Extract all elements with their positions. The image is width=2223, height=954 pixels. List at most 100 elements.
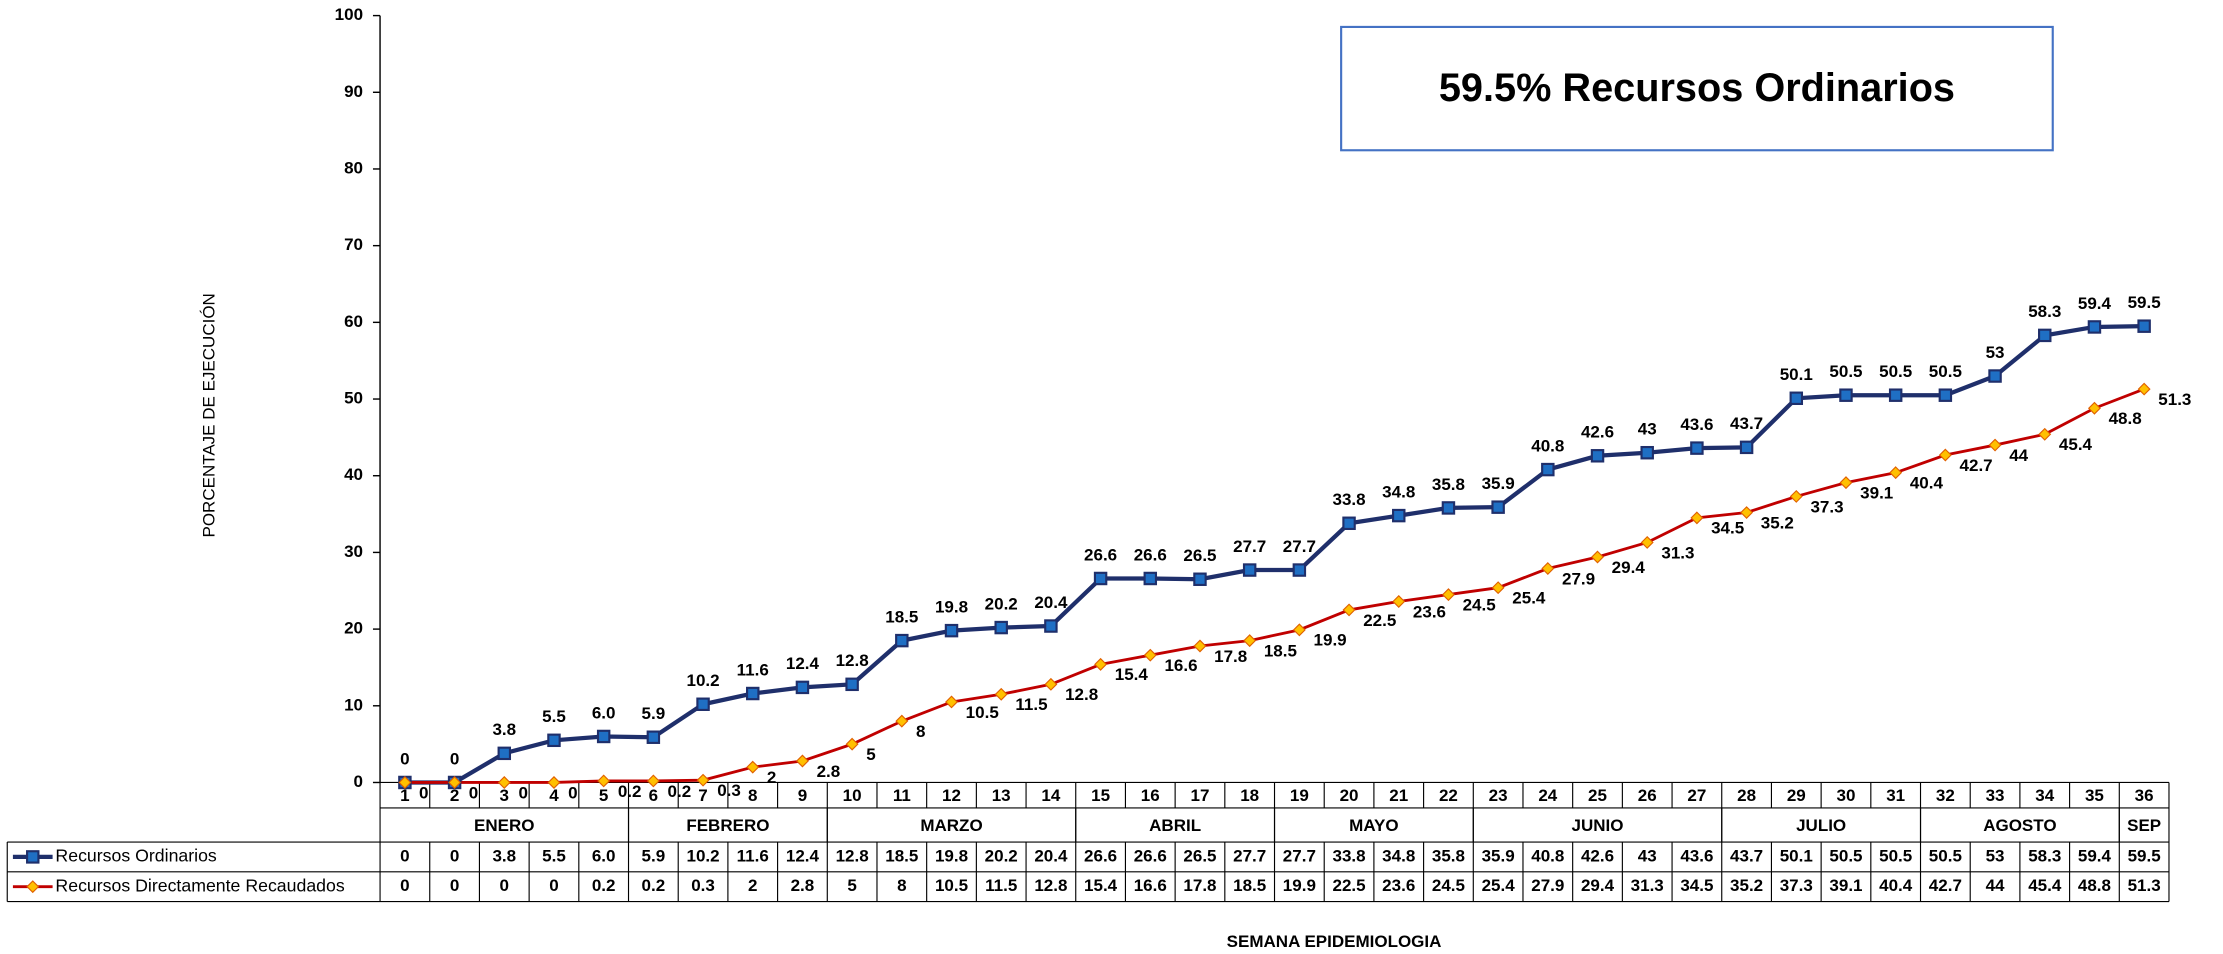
table-value: 11.6 (737, 846, 769, 865)
data-label: 12.8 (1065, 685, 1098, 704)
x-tick-label: 35 (2085, 786, 2104, 805)
x-tick-label: 24 (1538, 786, 1557, 805)
data-marker (1193, 572, 1207, 586)
table-value: 6.0 (592, 846, 616, 865)
x-tick-label: 7 (698, 786, 707, 805)
data-label: 10.5 (966, 703, 999, 722)
data-label: 26.6 (1134, 545, 1167, 564)
data-label: 20.2 (985, 594, 1018, 613)
data-label: 18.5 (885, 607, 918, 626)
data-marker (1740, 506, 1754, 520)
table-value: 31.3 (1631, 876, 1664, 895)
data-label: 40.8 (1531, 436, 1564, 455)
y-tick-label: 20 (344, 619, 363, 638)
table-value: 43.7 (1730, 846, 1763, 865)
data-marker (1292, 563, 1307, 577)
table-value: 5 (847, 876, 856, 895)
table-value: 48.8 (2078, 876, 2111, 895)
data-label: 2 (767, 768, 776, 787)
data-label: 26.5 (1183, 546, 1216, 565)
data-marker (1988, 369, 2002, 383)
data-marker (1690, 511, 1704, 525)
data-label: 0 (450, 749, 459, 768)
data-label: 26.6 (1084, 545, 1117, 564)
data-label: 3.8 (492, 720, 516, 739)
x-tick-label: 9 (798, 786, 807, 805)
data-marker (2137, 319, 2151, 333)
table-value: 8 (897, 876, 906, 895)
data-marker (895, 633, 909, 648)
data-marker (1491, 500, 1505, 514)
y-tick-label: 0 (354, 772, 363, 791)
chart-title: 59.5% Recursos Ordinarios (1439, 66, 1955, 110)
table-value: 39.1 (1829, 876, 1862, 895)
legend-marker (26, 880, 40, 894)
data-label: 25.4 (1512, 589, 1546, 608)
data-marker (1789, 391, 1804, 406)
table-value: 15.4 (1084, 876, 1118, 895)
data-marker (1044, 619, 1058, 633)
data-marker (1739, 440, 1754, 455)
data-marker (1640, 535, 1654, 549)
data-marker (696, 697, 710, 711)
data-marker (1044, 677, 1058, 691)
table-value: 50.5 (1929, 846, 1962, 865)
data-label: 5.5 (542, 707, 566, 726)
table-value: 19.8 (935, 846, 968, 865)
x-axis-label: SEMANA EPIDEMIOLOGIA (1227, 932, 1442, 951)
table-value: 17.8 (1183, 876, 1216, 895)
x-tick-label: 8 (748, 786, 757, 805)
data-label: 0 (400, 749, 409, 768)
data-marker (1640, 445, 1654, 460)
data-label: 24.5 (1463, 595, 1496, 614)
data-marker (1988, 438, 2002, 452)
data-label: 5.9 (642, 704, 666, 723)
data-label: 34.8 (1382, 482, 1415, 501)
month-label: JUNIO (1572, 816, 1624, 835)
table-value: 34.5 (1680, 876, 1713, 895)
legend-label: Recursos Ordinarios (55, 846, 216, 866)
table-value: 58.3 (2028, 846, 2061, 865)
data-label: 44 (2009, 446, 2028, 465)
table-value: 5.9 (642, 846, 666, 865)
data-marker (2038, 328, 2052, 343)
data-label: 59.4 (2078, 294, 2112, 313)
data-label: 35.9 (1482, 474, 1515, 493)
series-line (404, 324, 2145, 785)
table-value: 26.5 (1183, 846, 1216, 865)
data-marker (597, 774, 611, 788)
data-marker (1690, 441, 1704, 455)
data-label: 53 (1986, 343, 2005, 362)
data-marker (1243, 634, 1257, 648)
data-label: 19.8 (935, 597, 968, 616)
month-label: AGOSTO (1983, 816, 2056, 835)
table-value: 40.4 (1879, 876, 1913, 895)
data-marker (547, 776, 561, 789)
table-value: 37.3 (1780, 876, 1813, 895)
table-value: 35.9 (1482, 846, 1515, 865)
table-value: 27.7 (1233, 846, 1266, 865)
x-tick-label: 3 (500, 786, 509, 805)
data-marker (746, 686, 760, 701)
table-value: 16.6 (1134, 876, 1167, 895)
month-label: MARZO (920, 816, 982, 835)
data-label: 16.6 (1164, 656, 1197, 675)
data-label: 27.7 (1233, 537, 1266, 556)
x-tick-label: 12 (942, 786, 961, 805)
table-value: 0 (400, 876, 409, 895)
data-marker (1392, 508, 1406, 523)
data-marker (1193, 639, 1207, 653)
data-label: 11.6 (737, 660, 769, 679)
data-label: 12.4 (786, 654, 820, 673)
legend-marker (26, 850, 40, 864)
data-label: 19.9 (1314, 631, 1347, 650)
table-value: 50.1 (1780, 846, 1813, 865)
y-tick-label: 70 (344, 235, 363, 254)
table-value: 22.5 (1333, 876, 1366, 895)
data-label: 35.8 (1432, 475, 1465, 494)
table-value: 35.8 (1432, 846, 1465, 865)
data-marker (795, 754, 809, 768)
data-label: 51.3 (2158, 390, 2191, 409)
table-value: 0.2 (642, 876, 666, 895)
